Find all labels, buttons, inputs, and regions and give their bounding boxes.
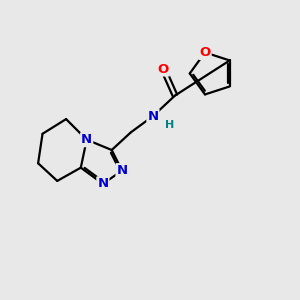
Text: N: N: [147, 110, 158, 123]
Text: O: O: [158, 62, 169, 76]
Text: N: N: [116, 164, 128, 177]
Text: N: N: [97, 177, 109, 190]
Text: O: O: [200, 46, 211, 59]
Text: H: H: [164, 120, 174, 130]
Text: N: N: [81, 133, 92, 146]
